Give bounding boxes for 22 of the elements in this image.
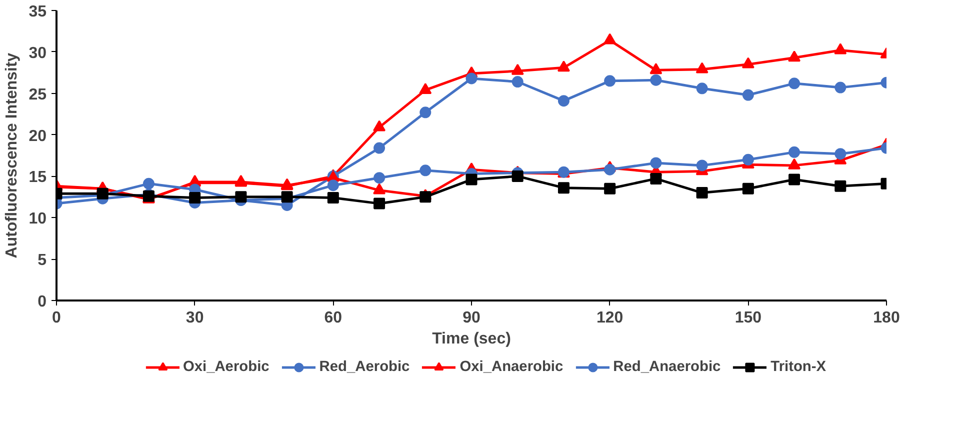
- y-tick-label: 0: [38, 294, 47, 310]
- legend-label: Red_Anaerobic: [613, 359, 721, 375]
- legend-label: Oxi_Anaerobic: [460, 359, 564, 375]
- y-tick-label: 20: [28, 128, 47, 145]
- legend-label: Oxi_Aerobic: [182, 359, 270, 375]
- y-tick-label: 5: [38, 252, 47, 270]
- x-axis-title: Time (sec): [432, 330, 511, 348]
- legend-label: Red_Aerobic: [319, 359, 410, 375]
- x-tick-label: 150: [734, 310, 762, 326]
- legend-label: Triton-X: [770, 359, 826, 375]
- x-tick-label: 90: [462, 310, 480, 326]
- y-tick-label: 30: [28, 44, 47, 62]
- x-tick-label: 0: [52, 310, 62, 326]
- y-tick-label: 25: [28, 86, 47, 104]
- y-axis-title: Autofluorescence Intensity: [4, 52, 21, 258]
- y-tick-label: 15: [28, 169, 47, 186]
- x-tick-label: 180: [873, 310, 900, 326]
- x-tick-label: 60: [324, 310, 342, 326]
- y-tick-label: 35: [28, 4, 47, 20]
- x-tick-label: 30: [186, 310, 204, 326]
- x-tick-label: 120: [596, 310, 624, 326]
- y-tick-label: 10: [28, 210, 47, 228]
